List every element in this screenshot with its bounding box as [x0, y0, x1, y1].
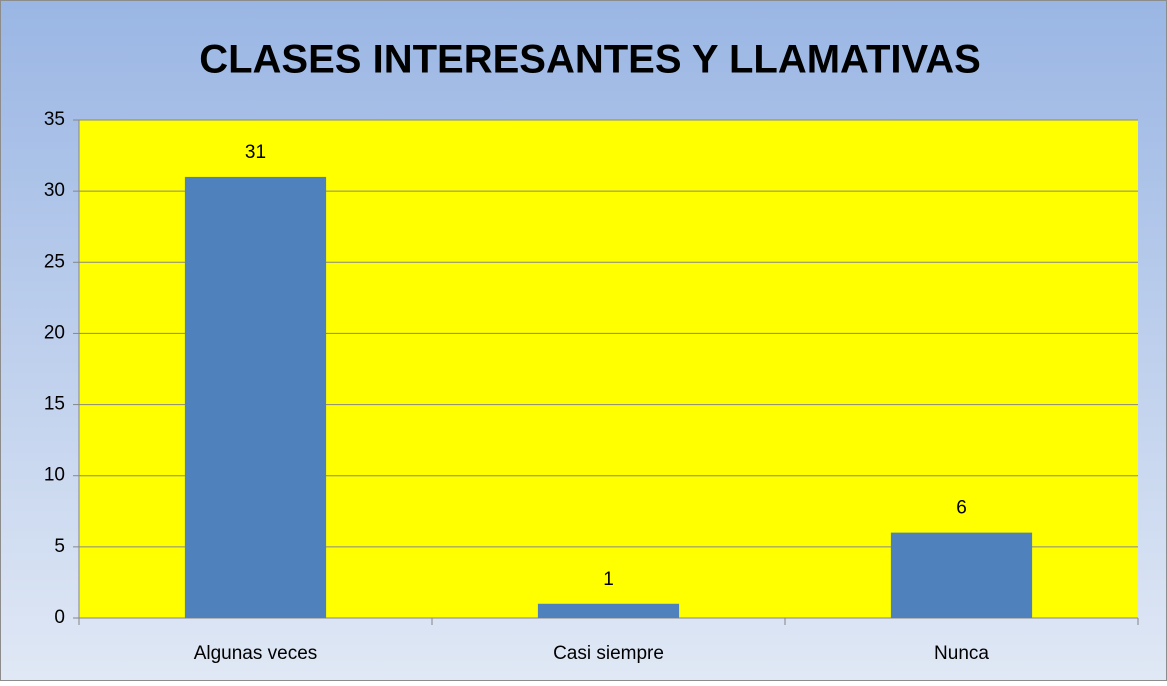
bar [184, 176, 327, 618]
x-tick-label: Algunas veces [194, 643, 318, 664]
y-tick-label: 30 [44, 180, 65, 201]
y-tick-label: 25 [44, 251, 65, 272]
chart-title: CLASES INTERESANTES Y LLAMATIVAS [199, 38, 981, 82]
y-tick-label: 5 [54, 536, 65, 557]
y-tick-label: 15 [44, 394, 65, 415]
y-tick-label: 20 [44, 322, 65, 343]
y-tick-label: 10 [44, 465, 65, 486]
bar [537, 603, 680, 618]
x-tick-label: Casi siempre [553, 643, 664, 664]
data-label: 6 [956, 498, 967, 519]
y-tick-label: 35 [44, 109, 65, 130]
data-label: 1 [603, 569, 614, 590]
y-tick-label: 0 [54, 607, 65, 628]
bar [890, 532, 1033, 618]
data-label: 31 [245, 142, 266, 163]
x-tick-label: Nunca [934, 643, 989, 664]
